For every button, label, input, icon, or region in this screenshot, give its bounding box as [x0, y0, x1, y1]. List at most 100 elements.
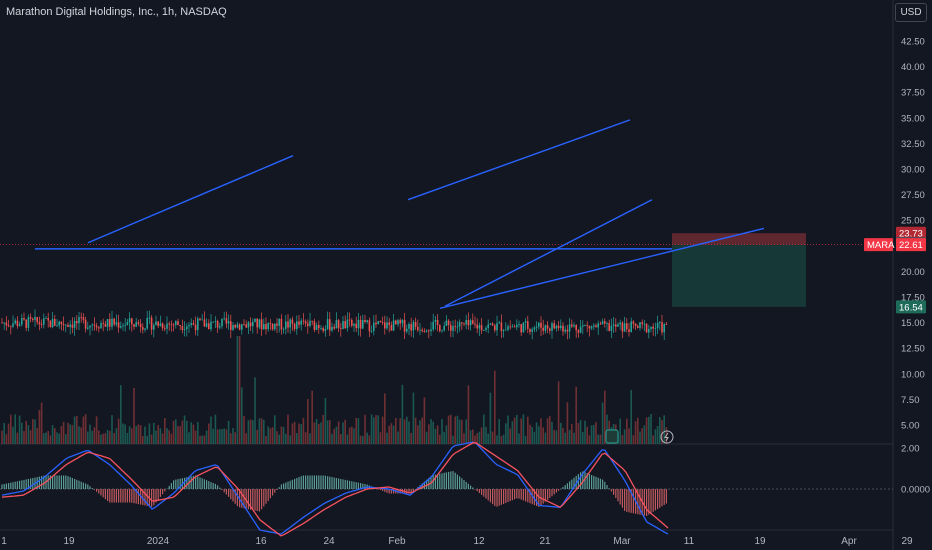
- osc-histogram-bar: [577, 474, 579, 489]
- volume-bar: [551, 421, 553, 444]
- osc-histogram-bar: [43, 475, 45, 489]
- volume-bar: [148, 423, 151, 444]
- candle-body: [641, 322, 643, 324]
- volume-bar: [87, 431, 89, 444]
- osc-histogram-bar: [619, 489, 621, 505]
- candle-body: [527, 321, 529, 329]
- volume-bar: [322, 414, 324, 444]
- volume-bar: [430, 419, 432, 444]
- osc-histogram-bar: [289, 480, 291, 489]
- osc-histogram-bar: [478, 489, 480, 493]
- candle-body: [256, 318, 258, 328]
- candle-body: [216, 321, 219, 328]
- candle-body: [575, 325, 577, 331]
- volume-bar: [172, 420, 175, 444]
- osc-histogram-bar: [316, 475, 318, 489]
- candle-body: [296, 321, 298, 330]
- volume-bar: [439, 434, 441, 444]
- volume-bar: [362, 435, 364, 444]
- candle-body: [43, 318, 45, 325]
- y-tick-label: 32.50: [901, 139, 925, 150]
- volume-bar: [652, 435, 654, 444]
- osc-histogram-bar: [228, 489, 230, 497]
- osc-histogram-bar: [184, 477, 186, 489]
- candle-body: [192, 323, 195, 325]
- volume-bar: [21, 422, 23, 444]
- volume-bar: [597, 434, 599, 444]
- osc-histogram-bar: [610, 489, 612, 492]
- macd-line: [1, 441, 669, 535]
- candle-body: [370, 330, 373, 332]
- candle-body: [232, 325, 234, 330]
- osc-histogram-bar: [8, 483, 10, 489]
- candle-body: [137, 322, 140, 324]
- volume-bar: [421, 417, 423, 444]
- candle-body: [236, 324, 239, 328]
- candle-body: [610, 325, 613, 331]
- osc-histogram-bar: [463, 480, 465, 489]
- candle-body: [489, 323, 492, 325]
- candle-body: [529, 328, 531, 332]
- volume-bar: [62, 421, 65, 444]
- volume-bar: [166, 428, 168, 444]
- volume-bar: [168, 430, 170, 444]
- candle-body: [584, 325, 586, 327]
- volume-bar: [210, 416, 212, 444]
- osc-histogram-bar: [547, 489, 549, 500]
- volume-bar: [370, 414, 373, 444]
- candle-body: [560, 325, 562, 329]
- osc-histogram-bar: [452, 470, 454, 489]
- currency-button[interactable]: USD: [895, 3, 927, 22]
- osc-histogram-bar: [388, 489, 390, 494]
- volume-bar: [544, 432, 547, 444]
- candle-body: [643, 323, 646, 325]
- x-tick-label: 19: [63, 536, 75, 547]
- candle-body: [318, 325, 320, 329]
- osc-histogram-bar: [536, 489, 538, 506]
- candle-body: [511, 326, 514, 328]
- event-icons[interactable]: [605, 429, 674, 444]
- trend-line: [444, 199, 653, 307]
- candle-body: [276, 323, 278, 326]
- volume-bar: [529, 424, 531, 444]
- candle-body: [403, 319, 406, 332]
- osc-histogram-bar: [142, 489, 144, 506]
- osc-histogram-bar: [186, 477, 188, 489]
- volume-bar: [491, 431, 494, 444]
- candle-body: [12, 323, 14, 327]
- osc-histogram-bar: [571, 479, 573, 489]
- candle-body: [654, 328, 657, 329]
- volume-bar: [214, 414, 217, 444]
- candle-body: [516, 324, 518, 328]
- candle-body: [282, 328, 285, 330]
- x-tick-label: 21: [539, 536, 551, 547]
- target-zone: [672, 244, 806, 307]
- y-tick-label: 35.00: [901, 113, 925, 124]
- osc-histogram-bar: [529, 489, 531, 504]
- y-tick-label: 12.50: [901, 344, 925, 355]
- volume-bar: [621, 434, 624, 444]
- volume-bar: [509, 428, 511, 444]
- osc-histogram-bar: [344, 479, 346, 489]
- volume-bar: [91, 430, 93, 444]
- volume-bar: [397, 431, 399, 444]
- osc-histogram-bar: [1, 484, 3, 489]
- y-tick-label: 5.00: [901, 421, 920, 432]
- candle-body: [425, 330, 428, 332]
- candle-body: [375, 322, 377, 325]
- osc-histogram-bar: [562, 486, 564, 489]
- osc-histogram-bar: [443, 472, 445, 489]
- osc-histogram-bar: [406, 489, 408, 494]
- candle-body: [593, 325, 595, 327]
- candle-body: [538, 322, 540, 327]
- volume-bar: [10, 414, 12, 444]
- volume-bars: [1, 336, 668, 444]
- volume-bar: [104, 433, 107, 444]
- candle-body: [478, 325, 481, 329]
- volume-bar: [454, 416, 456, 444]
- osc-histogram-bar: [283, 483, 285, 489]
- candle-body: [291, 319, 294, 324]
- candle-body: [214, 321, 217, 322]
- osc-histogram-bar: [131, 489, 133, 503]
